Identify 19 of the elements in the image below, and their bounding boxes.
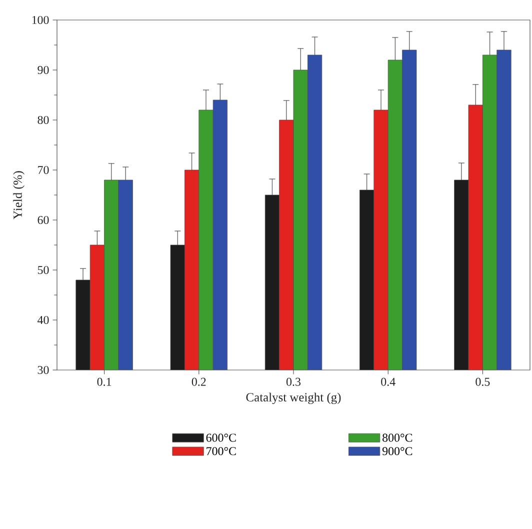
y-tick-label: 50 <box>38 266 49 274</box>
y-tick-label: 80 <box>38 116 49 124</box>
y-axis-title: Yield (%) <box>13 171 24 220</box>
y-tick-label: 30 <box>38 366 49 374</box>
x-tick-label: 0.1 <box>97 378 112 386</box>
legend-label: 700°C <box>206 447 236 456</box>
legend-label: 800°C <box>382 434 412 442</box>
y-tick-label: 60 <box>38 216 49 224</box>
y-tick-label: 100 <box>32 16 49 24</box>
x-tick-label: 0.5 <box>476 378 490 386</box>
x-tick-label: 0.2 <box>192 378 206 386</box>
x-tick-label: 0.4 <box>381 378 396 386</box>
y-tick-label: 70 <box>38 166 49 174</box>
legend-label: 600°C <box>206 434 236 442</box>
legend-label: 900°C <box>382 447 412 456</box>
x-axis-title: Catalyst weight (g) <box>246 392 341 404</box>
x-tick-label: 0.3 <box>286 378 301 386</box>
y-tick-label: 90 <box>38 66 49 74</box>
y-tick-label: 40 <box>38 316 49 324</box>
